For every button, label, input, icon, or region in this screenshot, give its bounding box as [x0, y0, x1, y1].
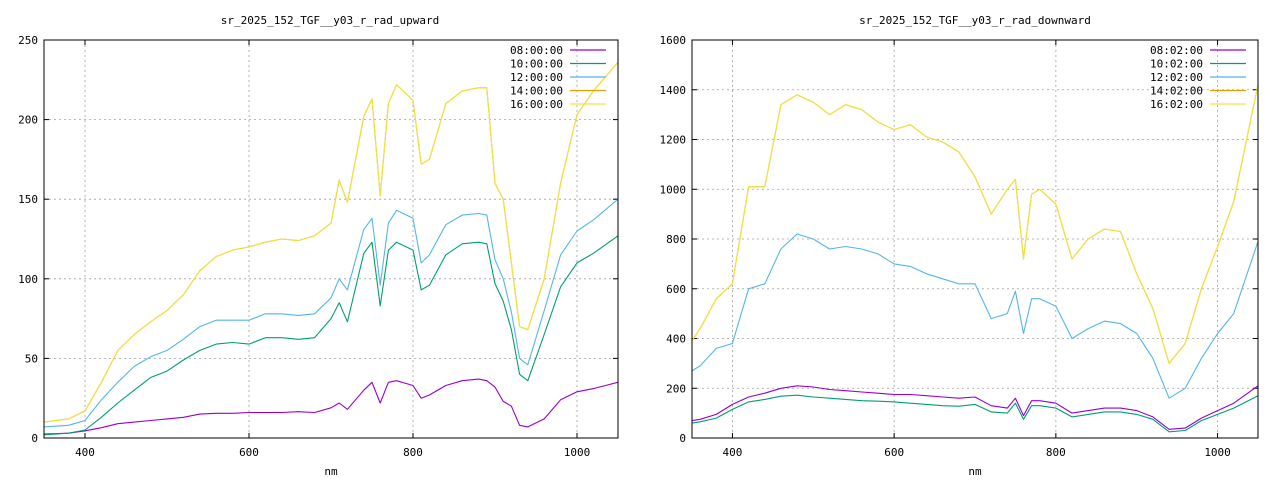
y-tick-label: 1400	[660, 84, 687, 97]
x-tick-label: 800	[403, 446, 423, 459]
y-tick-label: 400	[666, 333, 686, 346]
legend-label: 14:00:00	[510, 85, 563, 98]
x-axis-label: nm	[324, 465, 338, 478]
legend-label: 10:00:00	[510, 58, 563, 71]
x-tick-label: 600	[239, 446, 259, 459]
y-tick-label: 250	[18, 34, 38, 47]
chart-title: sr_2025_152_TGF__y03_r_rad_upward	[221, 14, 440, 27]
series-line-100200	[692, 394, 1258, 433]
legend-label: 16:02:00	[1150, 98, 1203, 111]
y-tick-label: 0	[679, 432, 686, 445]
y-tick-label: 1000	[660, 183, 687, 196]
x-tick-label: 400	[75, 446, 95, 459]
y-tick-label: 150	[18, 193, 38, 206]
series-group	[692, 84, 1258, 433]
chart-panel-1: sr_2025_152_TGF__y03_r_rad_upward 0 50 100 1…	[18, 14, 619, 478]
x-tick-label: 600	[884, 446, 904, 459]
x-tick-label: 1000	[564, 446, 591, 459]
legend-label: 10:02:00	[1150, 58, 1203, 71]
y-tick-label: 800	[666, 233, 686, 246]
series-line-080200	[692, 385, 1258, 430]
x-tick-label: 1000	[1204, 446, 1231, 459]
y-tick-label: 0	[31, 432, 38, 445]
series-line-120200	[692, 233, 1258, 399]
legend-label: 16:00:00	[510, 98, 563, 111]
legend-label: 14:02:00	[1150, 85, 1203, 98]
y-tick-label: 1200	[660, 134, 687, 147]
series-line-160200	[692, 84, 1258, 364]
legend-label: 08:02:00	[1150, 44, 1203, 57]
series-line-100000	[44, 235, 618, 436]
y-tick-label: 600	[666, 283, 686, 296]
x-tick-label: 800	[1046, 446, 1066, 459]
y-tick-label: 200	[666, 382, 686, 395]
y-tick-label: 100	[18, 273, 38, 286]
y-tick-label: 1600	[660, 34, 687, 47]
chart-panel-2: sr_2025_152_TGF__y03_r_rad_downward 0 200 4…	[660, 14, 1259, 478]
plot-frame	[691, 39, 1259, 439]
y-tick-label: 50	[25, 352, 38, 365]
y-tick-label: 200	[18, 114, 38, 127]
x-axis-label: nm	[968, 465, 982, 478]
series-group	[44, 61, 618, 436]
legend-label: 12:02:00	[1150, 71, 1203, 84]
series-line-160000	[44, 61, 618, 423]
series-line-120000	[44, 198, 618, 428]
chart-title: sr_2025_152_TGF__y03_r_rad_downward	[859, 14, 1091, 27]
plot-frame	[43, 39, 619, 439]
series-line-080000	[44, 378, 618, 435]
legend-label: 08:00:00	[510, 44, 563, 57]
legend-label: 12:00:00	[510, 71, 563, 84]
x-tick-label: 400	[722, 446, 742, 459]
